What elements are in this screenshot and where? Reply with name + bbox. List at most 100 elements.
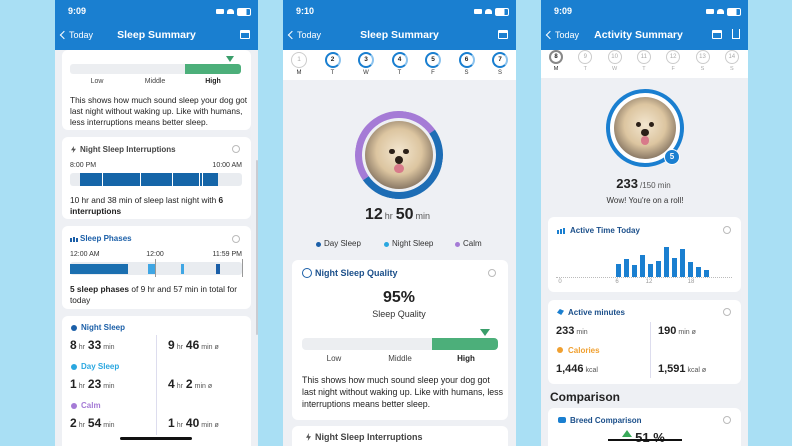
stat-value: 1,591 kcal ø	[658, 359, 709, 377]
day-ring	[636, 50, 651, 64]
legend-dot	[315, 241, 321, 247]
text-part: 5 sleep phases	[70, 284, 130, 294]
day-number[interactable]: 6	[464, 56, 469, 63]
info-icon	[232, 145, 240, 153]
bar	[688, 262, 693, 277]
text-part: 8	[70, 338, 77, 352]
status-time: 9:09	[68, 6, 87, 16]
divider	[650, 322, 651, 378]
bar	[648, 263, 653, 277]
day-number[interactable]: 1	[297, 56, 301, 63]
day-number[interactable]: 2	[330, 56, 335, 63]
day-ring	[425, 52, 441, 68]
time-label: 11:59 PM	[212, 251, 242, 258]
day-ring	[391, 52, 408, 68]
photo-detail	[648, 122, 654, 128]
day-number[interactable]: 14	[728, 53, 736, 60]
text-part: kcal	[585, 367, 598, 374]
day-number[interactable]: 11	[640, 53, 648, 60]
photo-detail	[394, 163, 404, 174]
scale-label: Middle	[144, 78, 166, 85]
text-part: 2	[185, 377, 193, 391]
breed-value: 51 %	[635, 430, 665, 445]
card-title: Night Sleep Interruptions	[80, 145, 176, 154]
text-part: hr	[78, 344, 85, 351]
info-icon	[488, 269, 496, 277]
header	[55, 0, 258, 50]
time-label: 12:00 AM	[70, 251, 100, 258]
stat-value: 1 hr 40 min ø	[168, 414, 222, 432]
badge	[664, 149, 680, 165]
phase-night	[70, 264, 128, 274]
divider	[156, 335, 157, 435]
day-number[interactable]: 9	[583, 53, 587, 60]
text-part: hr	[176, 344, 183, 351]
day-number[interactable]: 8	[554, 53, 558, 60]
day-letter: M	[553, 66, 559, 72]
status-time: 9:09	[554, 6, 573, 16]
text-part: 6 interruptions	[70, 195, 224, 216]
info-icon	[723, 416, 731, 424]
card-title: Sleep Phases	[80, 234, 132, 243]
back-button[interactable]: Today	[555, 30, 580, 40]
day-letter: T	[642, 66, 646, 72]
text-part: min ø	[201, 422, 219, 429]
text-part: min	[103, 344, 115, 351]
text-part: 9	[168, 338, 175, 352]
phases-icon	[76, 238, 78, 242]
day-letter: T	[583, 66, 587, 72]
photo-detail	[394, 156, 404, 165]
text-part: min ø	[678, 329, 696, 336]
day-number[interactable]: 13	[699, 53, 706, 60]
day-number[interactable]: 5	[431, 56, 435, 63]
text-part: 10 hr and 38 min of sleep last night wit…	[70, 195, 219, 205]
text-part: 4	[168, 377, 175, 391]
quality-marker	[226, 56, 234, 62]
day-number[interactable]: 3	[364, 56, 368, 63]
day-letter: S	[497, 70, 503, 76]
back-button[interactable]: Today	[69, 30, 94, 40]
card-title: Night Sleep Quality	[315, 268, 398, 278]
interruption	[102, 173, 103, 186]
calendar-icon	[240, 30, 250, 39]
day-ring	[458, 52, 475, 68]
badge-number: 5	[669, 152, 675, 161]
back-button[interactable]: Today	[297, 30, 322, 40]
stat-label: Calories	[568, 346, 600, 355]
photo-detail	[636, 122, 642, 128]
time-label: 10:00 AM	[212, 162, 242, 169]
text-part: 23	[87, 377, 102, 391]
interruption	[172, 173, 173, 186]
card	[292, 426, 508, 446]
day-number[interactable]: 12	[669, 53, 677, 60]
calendar-icon	[498, 30, 508, 39]
screen-title: Sleep Summary	[360, 29, 439, 41]
day-ring	[492, 52, 508, 68]
day-letter: S	[700, 66, 705, 72]
text-part: hr	[176, 383, 183, 390]
summary: 10 hr and 38 min of sleep last night wit…	[70, 195, 246, 217]
phase-day	[181, 264, 184, 274]
text-part: 233	[556, 325, 575, 337]
timeline-sleep	[80, 173, 218, 186]
bar	[624, 259, 629, 277]
text-part: 33	[87, 338, 102, 352]
quality-bar-high	[432, 338, 498, 350]
day-number[interactable]: 7	[498, 56, 502, 63]
text-part: 54	[87, 416, 102, 430]
axis-label: 18	[687, 279, 695, 285]
chart-icon	[557, 230, 559, 234]
flame-icon	[557, 347, 563, 353]
day-number[interactable]: 10	[611, 53, 618, 60]
text-part: min	[103, 422, 115, 429]
legend-dot	[454, 241, 460, 247]
day-letter: S	[729, 66, 734, 72]
battery-icon	[237, 8, 251, 16]
quality-marker	[480, 329, 490, 336]
text-part: /150 min	[640, 181, 671, 190]
day-letter: T	[397, 70, 402, 76]
stat-label: Active minutes	[568, 308, 625, 317]
text-part: kcal ø	[687, 367, 707, 374]
day-number[interactable]: 4	[397, 56, 402, 63]
stat-value: 12 hr 50 min	[365, 206, 433, 224]
